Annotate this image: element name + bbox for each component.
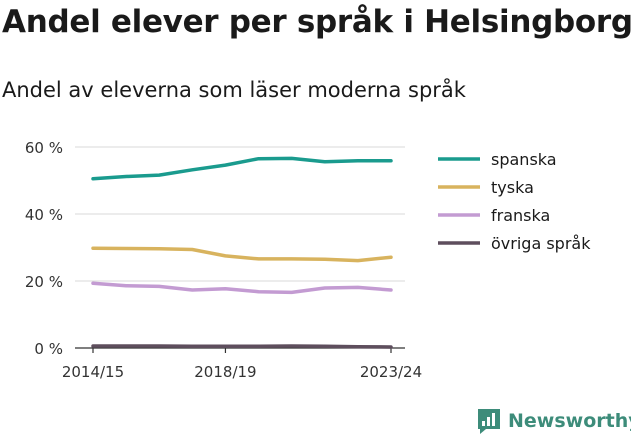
series-line-övriga-språk (91, 344, 393, 349)
chart-title: Andel elever per språk i Helsingborg (2, 4, 631, 40)
y-tick-label: 0 % (34, 340, 63, 358)
y-axis-ticks: 0 % 20 % 40 % 60 % (25, 139, 63, 358)
legend-label: spanska (491, 150, 557, 169)
series-line-spanska (91, 156, 393, 181)
x-tick-label: 2023/24 (360, 363, 422, 381)
newsworthy-logo-icon (478, 409, 500, 434)
legend-label: övriga språk (491, 234, 591, 253)
x-tick-label: 2018/19 (194, 363, 256, 381)
x-axis: 2014/15 2018/19 2023/24 (62, 347, 422, 381)
y-tick-label: 20 % (25, 273, 63, 291)
x-tick-label: 2014/15 (62, 363, 124, 381)
chart-subtitle: Andel av eleverna som läser moderna språ… (2, 78, 466, 102)
brand-name: Newsworthy (508, 410, 631, 432)
series-lines (91, 156, 393, 349)
y-tick-label: 40 % (25, 206, 63, 224)
y-tick-label: 60 % (25, 139, 63, 157)
legend-label: tyska (491, 178, 534, 197)
brand: Newsworthy (476, 407, 631, 435)
legend-label: franska (491, 206, 550, 225)
series-line-franska (91, 281, 393, 295)
legend: spanska tyska franska övriga språk (438, 150, 591, 253)
series-line-tyska (91, 246, 393, 263)
